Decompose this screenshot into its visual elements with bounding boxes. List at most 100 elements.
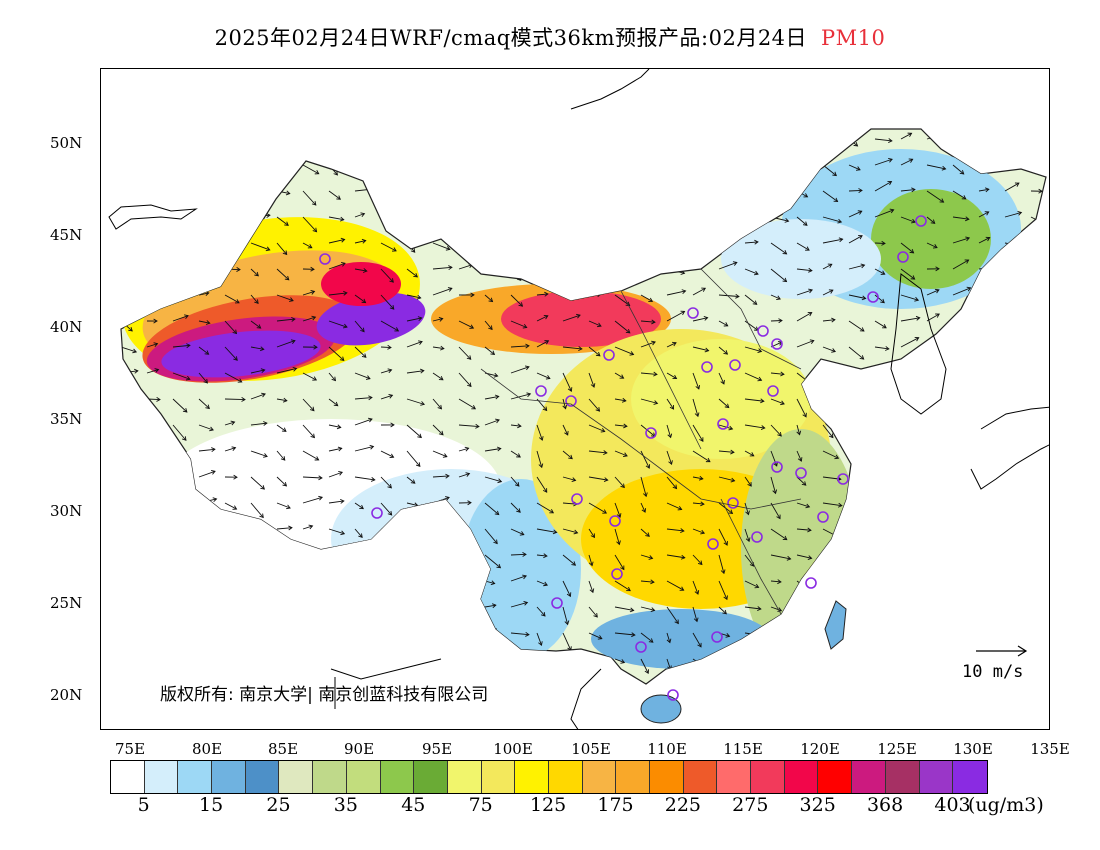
wind-arrow-head xyxy=(541,611,546,617)
wind-arrow xyxy=(562,314,581,322)
wind-arrow-head xyxy=(906,510,911,516)
wind-arrow xyxy=(510,187,523,192)
wind-arrow-head xyxy=(519,531,525,536)
city-marker xyxy=(611,568,623,580)
wind-arrow xyxy=(146,502,163,512)
wind-arrow-head xyxy=(625,328,631,334)
wind-arrow xyxy=(614,209,629,218)
wind-arrow-head xyxy=(157,507,163,512)
wind-arrow xyxy=(302,424,315,438)
lon-label: 105E xyxy=(571,740,611,758)
wind-arrow-head xyxy=(493,654,499,660)
wind-arrow xyxy=(172,291,188,296)
wind-arrow-head xyxy=(590,533,595,539)
wind-arrow-head xyxy=(186,343,191,349)
wind-arrow xyxy=(510,424,521,427)
wind-arrow-head xyxy=(517,160,523,165)
wind-arrow-head xyxy=(467,500,472,506)
wind-scale-arrow-head xyxy=(1017,645,1028,657)
taiwan-island xyxy=(824,600,847,650)
wind-arrow-head xyxy=(988,265,993,271)
wind-arrow-head xyxy=(901,459,907,465)
wind-arrow-head xyxy=(234,237,240,243)
wind-arrow xyxy=(848,424,860,428)
wind-arrow-head xyxy=(955,636,961,641)
wind-arrow xyxy=(146,369,159,374)
wind-arrow-head xyxy=(412,190,418,196)
wind-arrow xyxy=(692,287,706,296)
wind-arrow xyxy=(432,580,450,593)
wind-arrow-head xyxy=(448,554,453,560)
wind-arrow xyxy=(796,164,809,167)
wind-arrow xyxy=(510,294,523,307)
wind-arrow xyxy=(172,524,186,530)
wind-arrow xyxy=(276,450,286,461)
wind-arrow xyxy=(614,658,625,663)
wind-arrow xyxy=(744,658,762,668)
wind-arrow-head xyxy=(497,478,503,484)
wind-arrow-head xyxy=(930,669,936,674)
wind-arrow xyxy=(354,554,364,564)
wind-arrow xyxy=(406,341,423,348)
wind-arrow-head xyxy=(802,134,808,139)
wind-arrow xyxy=(770,450,778,467)
lon-label: 115E xyxy=(723,740,763,758)
wind-arrow-head xyxy=(914,611,919,617)
forecast-map xyxy=(100,68,1050,730)
wind-arrow xyxy=(952,164,965,175)
wind-arrow-head xyxy=(126,186,132,191)
wind-arrow-head xyxy=(256,324,262,329)
wind-arrow-head xyxy=(993,424,999,430)
wind-arrow xyxy=(562,580,571,597)
wind-arrow xyxy=(588,263,600,270)
wind-arrow xyxy=(146,450,158,463)
wind-arrow-head xyxy=(782,535,788,541)
wind-arrow xyxy=(380,575,400,582)
wind-arrow-head xyxy=(879,695,883,699)
wind-arrow-head xyxy=(286,504,291,510)
wind-arrow xyxy=(640,372,657,375)
wind-arrow-head xyxy=(1032,672,1038,678)
wind-arrow-head xyxy=(445,588,451,593)
wind-arrow-head xyxy=(419,368,425,374)
wind-arrow xyxy=(250,658,265,664)
wind-arrow-head xyxy=(698,475,704,481)
wind-arrow-head xyxy=(802,412,807,418)
wind-arrow-head xyxy=(985,236,991,242)
wind-arrow-head xyxy=(934,555,940,561)
wind-arrow-head xyxy=(307,244,313,249)
wind-arrow-head xyxy=(650,579,655,585)
lon-label: 85E xyxy=(267,740,299,758)
wind-arrow xyxy=(276,294,294,302)
wind-arrow-head xyxy=(900,664,906,670)
wind-arrow-head xyxy=(693,617,699,623)
wind-arrow-head xyxy=(543,553,548,559)
wind-arrow xyxy=(172,164,183,170)
wind-arrow xyxy=(952,476,968,479)
wind-arrow xyxy=(718,190,735,193)
wind-arrow xyxy=(822,398,829,414)
wind-arrow-head xyxy=(182,436,187,441)
wind-arrow-head xyxy=(185,375,191,381)
city-marker xyxy=(897,251,909,263)
wind-arrow-head xyxy=(571,561,577,566)
wind-arrow-head xyxy=(464,446,470,452)
wind-arrow-head xyxy=(703,315,709,321)
wind-arrow-head xyxy=(154,368,160,373)
wind-arrow xyxy=(510,320,527,328)
wind-arrow xyxy=(172,398,188,413)
wind-arrow-head xyxy=(753,270,759,276)
wind-arrow-head xyxy=(286,670,291,675)
wind-arrow-head xyxy=(623,423,628,429)
wind-arrow-head xyxy=(855,424,861,429)
wind-arrow-head xyxy=(857,477,863,483)
wind-arrow-head xyxy=(695,384,701,390)
wind-arrow-head xyxy=(838,237,844,243)
wind-arrow-head xyxy=(133,391,139,397)
wind-arrow xyxy=(354,372,371,380)
wind-arrow-head xyxy=(700,501,705,507)
wind-arrow-head xyxy=(825,559,830,564)
wind-arrow xyxy=(666,580,684,591)
wind-arrow-head xyxy=(263,183,269,189)
wind-arrow-head xyxy=(858,235,863,240)
